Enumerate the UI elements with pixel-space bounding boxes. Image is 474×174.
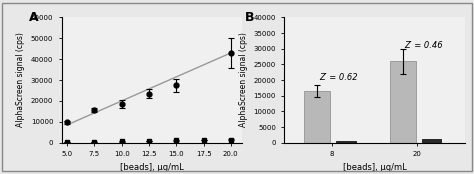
Y-axis label: AlphaScreen signal (cps): AlphaScreen signal (cps) (16, 33, 25, 128)
X-axis label: [beads], μg/mL: [beads], μg/mL (343, 163, 406, 172)
Text: B: B (245, 11, 254, 24)
Text: A: A (29, 11, 39, 24)
X-axis label: [beads], μg/mL: [beads], μg/mL (120, 163, 183, 172)
Bar (304, 91, 330, 143)
Text: Z′ = 0.62: Z′ = 0.62 (319, 73, 357, 82)
Y-axis label: AlphaScreen signal (cps): AlphaScreen signal (cps) (239, 33, 248, 128)
Text: Z′ = 0.46: Z′ = 0.46 (404, 41, 443, 50)
Bar (337, 141, 356, 143)
Bar (390, 61, 416, 143)
Bar (422, 139, 441, 143)
